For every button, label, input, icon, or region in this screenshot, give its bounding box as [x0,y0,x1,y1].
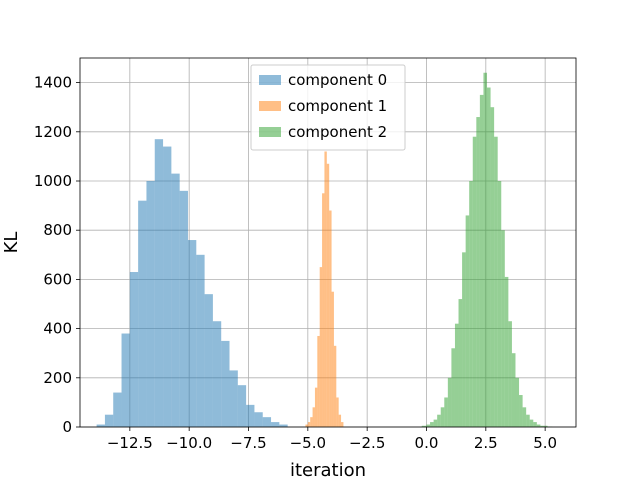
histogram-bar [246,405,254,427]
histogram-bar [196,255,204,427]
histogram-bar [441,407,445,427]
histogram-bar [322,193,324,427]
histogram-bar [329,211,331,427]
y-tick-label: 1000 [34,172,72,190]
histogram-bar [317,336,319,427]
histogram-bar [221,341,229,427]
x-tick-label: −2.5 [349,434,385,452]
histogram-bar [308,422,310,427]
histogram-bar [138,201,146,427]
y-tick-label: 800 [43,221,72,239]
x-axis-label: iteration [290,460,366,480]
histogram-bar [238,385,246,427]
legend-swatch [259,127,281,137]
histogram-bar [487,88,491,427]
histogram-bar [113,393,121,427]
histogram-bar [530,420,534,427]
histogram-bar [515,378,519,427]
histogram-bar [505,277,509,427]
histogram-bar [254,412,262,427]
histogram-bar [310,417,312,427]
histogram-bar [180,191,188,427]
y-tick-label: 1400 [34,74,72,92]
histogram-bar [320,267,322,427]
histogram-bar [480,95,484,427]
histogram-bar [491,107,495,427]
histogram-bar [339,415,341,427]
histogram-bar [448,378,452,427]
legend-label: component 1 [288,97,387,115]
histogram-bar [336,397,338,427]
histogram-bar [271,422,279,427]
histogram-bar [483,73,487,427]
histogram-bar [512,353,516,427]
histogram-bar [263,417,271,427]
histogram-bar [455,324,459,427]
x-tick-label: −12.5 [107,434,153,452]
legend-label: component 2 [288,123,387,141]
x-tick-label: 2.5 [474,434,498,452]
histogram-bar [494,137,498,427]
histogram-bar [105,415,113,427]
legend: component 0 component 1 component 2 [251,65,405,150]
histogram-bar [444,397,448,427]
histogram-bar [324,151,326,427]
histogram-bar [332,292,334,427]
x-tick-label: −10.0 [166,434,212,452]
histogram-bar [469,181,473,427]
histogram-bar [130,272,138,427]
y-tick-label: 200 [43,369,72,387]
histogram-bar [476,117,480,427]
legend-label: component 0 [288,71,387,89]
histogram-bar [519,395,523,427]
histogram-bar [205,294,213,427]
x-tick-label: −5.0 [290,434,326,452]
histogram-bar [437,415,441,427]
histogram-bar [315,388,317,427]
histogram-bar [526,415,530,427]
y-tick-label: 400 [43,320,72,338]
histogram-bar [466,215,470,427]
histogram-bar [313,407,315,427]
histogram-bar [533,422,537,427]
histogram-bar [508,321,512,427]
histogram-bar [434,420,438,427]
histogram-bar [188,240,196,427]
histogram-bar [498,181,502,427]
histogram-bar [501,230,505,427]
x-tick-label: 0.0 [415,434,439,452]
histogram-bar [473,137,477,427]
histogram-bar [146,181,154,427]
y-axis-label: KL [1,232,22,254]
histogram-bar [430,422,434,427]
histogram-bar [163,147,171,427]
histogram-bar [341,422,343,427]
histogram-bar [155,139,163,427]
x-tick-label: −7.5 [230,434,266,452]
histogram-bar [213,321,221,427]
y-tick-label: 600 [43,270,72,288]
legend-items: component 0 component 1 component 2 [259,71,387,141]
histogram-bar [459,299,463,427]
histogram-bar [122,334,130,427]
legend-swatch [259,101,281,111]
histogram-bar [334,346,336,427]
legend-swatch [259,75,281,85]
histogram-bar [230,370,238,427]
histogram-bar [451,348,455,427]
y-tick-label: 1200 [34,123,72,141]
histogram-bar [523,407,527,427]
histogram-bar [462,252,466,427]
histogram-bar [171,174,179,427]
x-tick-label: 5.0 [533,434,557,452]
histogram-bar [327,164,329,427]
y-tick-label: 0 [62,418,72,436]
